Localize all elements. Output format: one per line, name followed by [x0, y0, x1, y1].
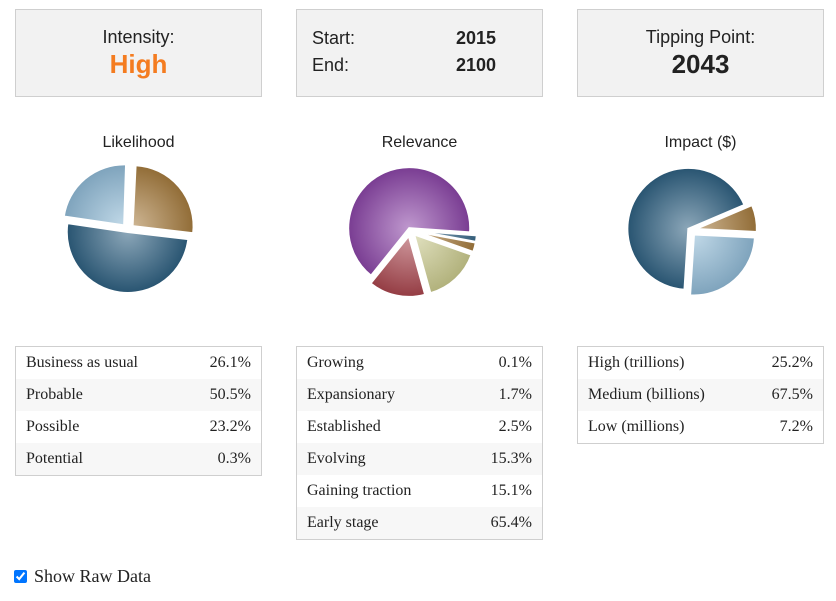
relevance-row-label: Early stage	[296, 507, 462, 540]
impact-pie-chart	[626, 166, 758, 297]
likelihood-chart-title: Likelihood	[102, 134, 175, 151]
pie-slice[interactable]	[626, 166, 746, 291]
table-row: Medium (billions) 67.5%	[577, 379, 824, 411]
table-row: Probable 50.5%	[15, 379, 262, 411]
likelihood-table: Business as usual 26.1% Probable 50.5% Possi…	[15, 346, 262, 476]
intensity-card: Intensity: High	[15, 9, 262, 97]
likelihood-row-label: Business as usual	[26, 354, 138, 371]
impact-table: High (trillions) 25.2% Medium (billions) 67…	[577, 346, 824, 444]
pie-slice[interactable]	[131, 164, 195, 235]
impact-row-value: 7.2%	[779, 418, 813, 435]
intensity-value: High	[109, 49, 168, 79]
table-row: Gaining traction 15.1%	[297, 475, 543, 507]
end-label: End:	[312, 55, 350, 75]
relevance-row-label: Growing	[307, 354, 364, 371]
likelihood-row-label: Probable	[15, 379, 184, 411]
table-row: Early stage 65.4%	[296, 507, 543, 540]
tipping-point-value: 2043	[671, 49, 730, 79]
table-row: Growing 0.1%	[297, 347, 543, 380]
pie-slice[interactable]	[369, 233, 427, 298]
tipping-point-card: Tipping Point: 2043	[577, 9, 824, 97]
pie-slice[interactable]	[415, 230, 477, 254]
table-row: Expansionary 1.7%	[296, 379, 543, 411]
impact-row-label: High (trillions)	[588, 354, 685, 371]
likelihood-pie-chart	[62, 163, 195, 294]
relevance-row-label: Established	[307, 418, 381, 435]
show-raw-data-checkbox[interactable]	[14, 570, 27, 583]
start-label: Start:	[312, 28, 356, 48]
impact-row-value: 25.2%	[771, 354, 813, 371]
relevance-row-label: Evolving	[296, 443, 462, 475]
pie-slice[interactable]	[412, 232, 473, 295]
table-row: Established 2.5%	[297, 411, 543, 443]
table-row: Business as usual 26.1%	[16, 347, 262, 380]
likelihood-row-label: Possible	[26, 418, 80, 435]
impact-row-label: Low (millions)	[588, 418, 685, 435]
relevance-row-value: 2.5%	[498, 418, 532, 435]
relevance-chart-title: Relevance	[381, 134, 458, 151]
start-value: 2015	[456, 28, 497, 48]
end-value: 2100	[456, 55, 497, 75]
date-range-card: Start: 2015 End: 2100	[296, 9, 543, 97]
pie-slice[interactable]	[347, 166, 472, 278]
pie-slice[interactable]	[695, 203, 758, 234]
table-row: Low (millions) 7.2%	[578, 411, 824, 444]
impact-row-value: 67.5%	[747, 379, 824, 411]
table-row: Evolving 15.3%	[296, 443, 543, 475]
likelihood-row-value: 23.2%	[209, 418, 251, 435]
impact-chart-title: Impact ($)	[664, 134, 737, 151]
relevance-row-value: 15.3%	[461, 443, 543, 475]
tipping-point-label: Tipping Point:	[645, 27, 756, 47]
relevance-row-value: 0.1%	[498, 354, 532, 371]
pie-slice[interactable]	[689, 233, 756, 297]
table-row: High (trillions) 25.2%	[578, 347, 824, 380]
relevance-pie-chart	[347, 166, 478, 298]
show-raw-data-toggle[interactable]: Show Raw Data	[14, 566, 151, 587]
show-raw-data-label: Show Raw Data	[34, 566, 151, 586]
relevance-row-label: Expansionary	[296, 379, 462, 411]
likelihood-row-label: Potential	[15, 443, 184, 476]
relevance-row-value: 1.7%	[461, 379, 543, 411]
relevance-row-label: Gaining traction	[307, 482, 412, 499]
intensity-label: Intensity:	[102, 27, 175, 47]
pie-slice[interactable]	[65, 221, 190, 294]
impact-row-label: Medium (billions)	[577, 379, 748, 411]
pie-slice[interactable]	[62, 163, 128, 227]
likelihood-row-value: 50.5%	[183, 379, 262, 411]
relevance-row-value: 65.4%	[461, 507, 543, 540]
relevance-table: Growing 0.1% Expansionary 1.7% Established 2.…	[296, 346, 543, 540]
likelihood-row-value: 0.3%	[183, 443, 262, 476]
relevance-row-value: 15.1%	[490, 482, 532, 499]
table-row: Potential 0.3%	[15, 443, 262, 476]
likelihood-row-value: 26.1%	[209, 354, 251, 371]
pie-slice[interactable]	[127, 166, 133, 229]
table-row: Possible 23.2%	[16, 411, 262, 443]
